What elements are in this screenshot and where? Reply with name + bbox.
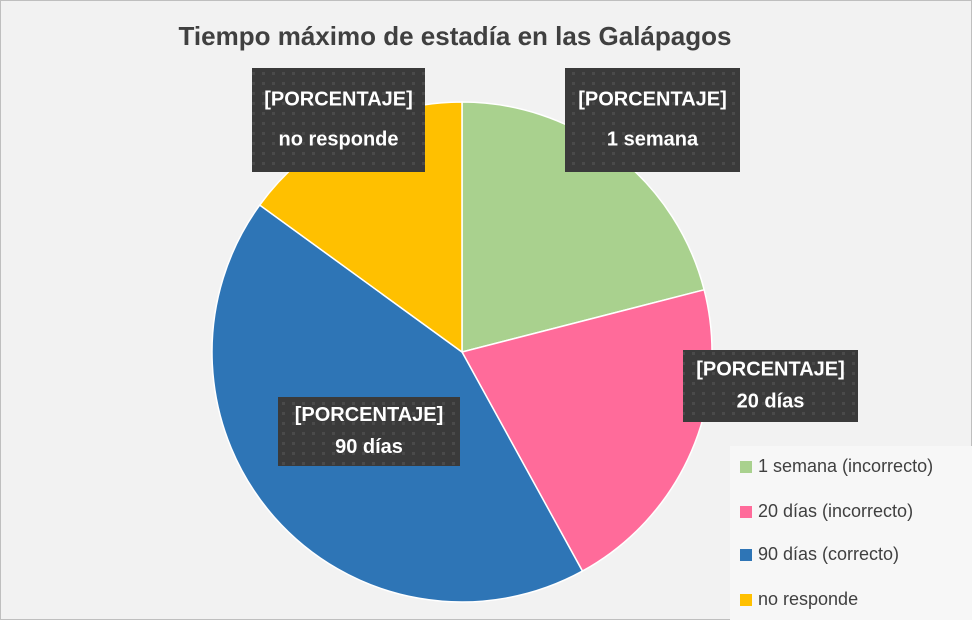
data-label: no responde bbox=[278, 128, 398, 150]
data-label: [PORCENTAJE] bbox=[295, 404, 444, 426]
data-label-box bbox=[565, 68, 740, 172]
data-label: 20 días bbox=[737, 390, 805, 412]
data-label-box bbox=[683, 350, 858, 422]
legend-swatch bbox=[740, 506, 752, 518]
data-label: [PORCENTAJE] bbox=[578, 88, 727, 110]
legend-swatch bbox=[740, 461, 752, 473]
legend-label: no responde bbox=[758, 589, 858, 609]
data-label: 1 semana bbox=[607, 128, 699, 150]
legend-swatch bbox=[740, 594, 752, 606]
legend-box bbox=[730, 446, 972, 620]
data-label-box bbox=[252, 68, 425, 172]
legend-label: 20 días (incorrecto) bbox=[758, 501, 913, 521]
legend-swatch bbox=[740, 549, 752, 561]
data-label: [PORCENTAJE] bbox=[696, 358, 845, 380]
slice bbox=[460, 288, 713, 573]
data-label: 90 días bbox=[335, 436, 403, 458]
legend-label: 90 días (correcto) bbox=[758, 544, 899, 564]
legend-label: 1 semana (incorrecto) bbox=[758, 456, 933, 476]
data-label: [PORCENTAJE] bbox=[264, 88, 413, 110]
data-label-box bbox=[278, 397, 460, 466]
chart-title: Tiempo máximo de estadía en las Galápago… bbox=[179, 21, 732, 51]
